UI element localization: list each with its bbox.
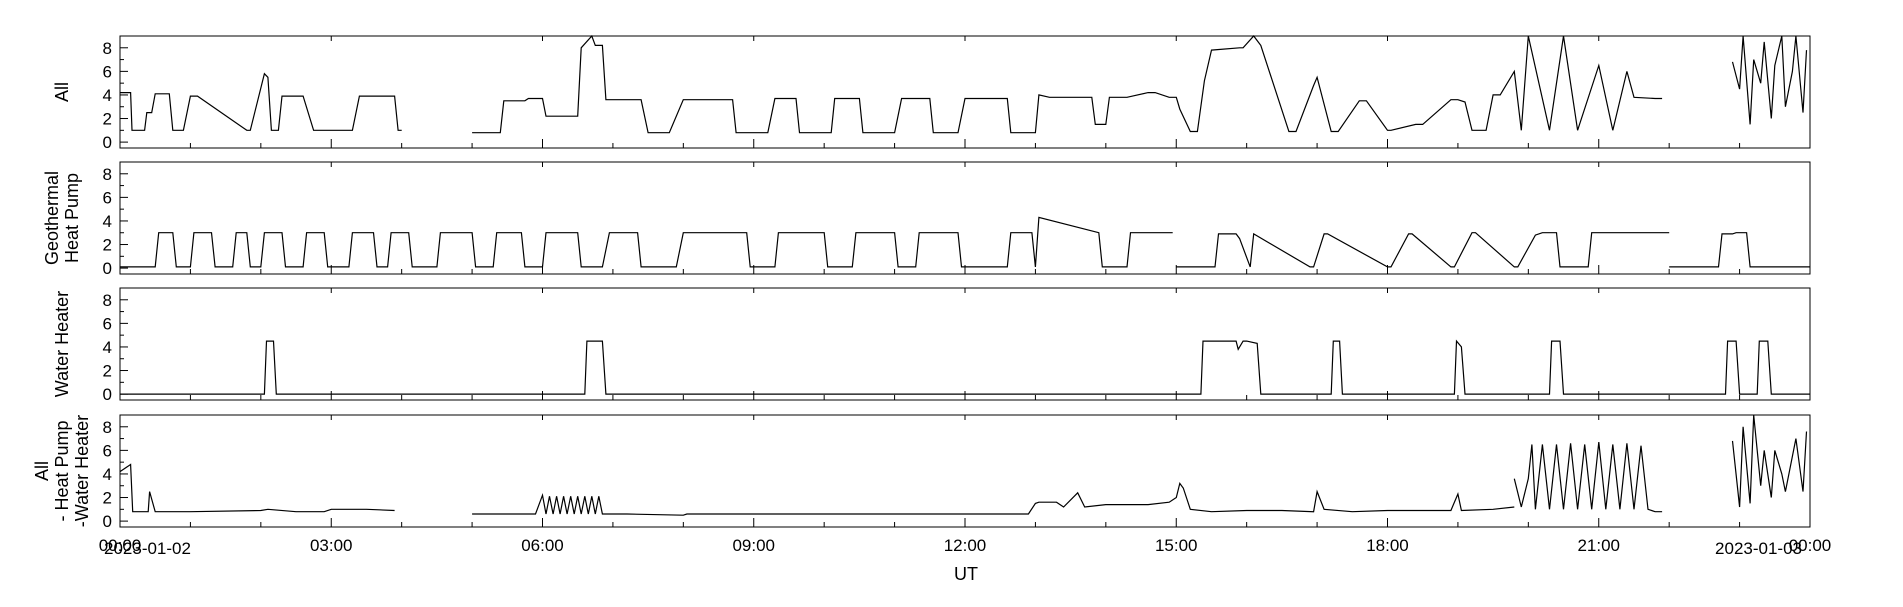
series-line-1 — [472, 34, 1663, 134]
x-tick-label: 00:00 — [1789, 536, 1832, 555]
series-line-3 — [1731, 414, 1808, 508]
panel-frame — [119, 161, 1811, 275]
y-tick-label: 4 — [103, 86, 112, 105]
series-line-1 — [1176, 232, 1670, 268]
end-date-label: 2023-01-03 — [1715, 539, 1802, 558]
panel-1: 0 2 4 6 8 Geothermal Heat Pump — [42, 161, 1811, 278]
panel-frame — [119, 414, 1811, 528]
y-tick-label: 6 — [103, 188, 112, 207]
y-tick-label: 0 — [103, 512, 112, 531]
series-line-0 — [119, 463, 395, 513]
panel-0: 0 2 4 6 8 All — [52, 34, 1811, 152]
y-tick-label: 0 — [103, 133, 112, 152]
y-tick-label: 6 — [103, 62, 112, 81]
y-axis-label: Water Heater — [52, 291, 72, 397]
series-line-0 — [120, 216, 1173, 268]
y-tick-label: 4 — [103, 338, 112, 357]
x-axis-label: UT — [954, 564, 978, 584]
y-tick-label: 2 — [103, 236, 112, 255]
x-tick-label: 21:00 — [1577, 536, 1620, 555]
start-date-label: 2023-01-02 — [104, 539, 191, 558]
y-tick-label: 8 — [103, 418, 112, 437]
y-tick-label: 0 — [103, 259, 112, 278]
panel-2: 0 2 4 6 8 Water Heater — [52, 287, 1811, 404]
panel-3: 0 2 4 6 8 All - Heat Pump -Water Heater — [32, 414, 1811, 531]
x-tick-label: 06:00 — [521, 536, 564, 555]
y-axis-label: -Water Heater — [72, 415, 92, 527]
series-line-1 — [472, 482, 1515, 516]
y-tick-label: 4 — [103, 212, 112, 231]
x-tick-label: 15:00 — [1155, 536, 1198, 555]
x-tick-label: 18:00 — [1366, 536, 1409, 555]
x-tick-label: 12:00 — [944, 536, 987, 555]
series-line-0 — [120, 339, 1810, 395]
y-tick-label: 4 — [103, 465, 112, 484]
y-axis-label: Geothermal — [42, 171, 62, 265]
y-axis-label: All — [52, 82, 72, 102]
y-tick-label: 8 — [103, 165, 112, 184]
y-tick-label: 8 — [103, 39, 112, 58]
y-axis-label: - Heat Pump — [52, 420, 72, 521]
series-line-0 — [120, 72, 402, 131]
panel-frame — [119, 287, 1811, 401]
x-tick-label: 09:00 — [732, 536, 775, 555]
panel-frame — [119, 35, 1811, 149]
series-line-2 — [1669, 232, 1810, 268]
y-axis-label: Heat Pump — [62, 173, 82, 263]
y-axis-label: All — [32, 461, 52, 481]
x-tick-label: 03:00 — [310, 536, 353, 555]
y-tick-label: 0 — [103, 385, 112, 404]
series-line-2 — [1513, 442, 1663, 513]
x-tick-label: 00:00 — [99, 536, 142, 555]
y-tick-label: 6 — [103, 441, 112, 460]
y-tick-label: 2 — [103, 110, 112, 129]
series-line-2 — [1731, 35, 1808, 125]
y-tick-label: 2 — [103, 489, 112, 508]
y-tick-label: 6 — [103, 314, 112, 333]
y-tick-label: 2 — [103, 362, 112, 381]
chart-panels: 0 2 4 6 8 All 0 2 4 6 8 Geothermal Heat Pump 0 2 4 6 8 Wat… — [32, 34, 1832, 555]
y-tick-label: 8 — [103, 291, 112, 310]
